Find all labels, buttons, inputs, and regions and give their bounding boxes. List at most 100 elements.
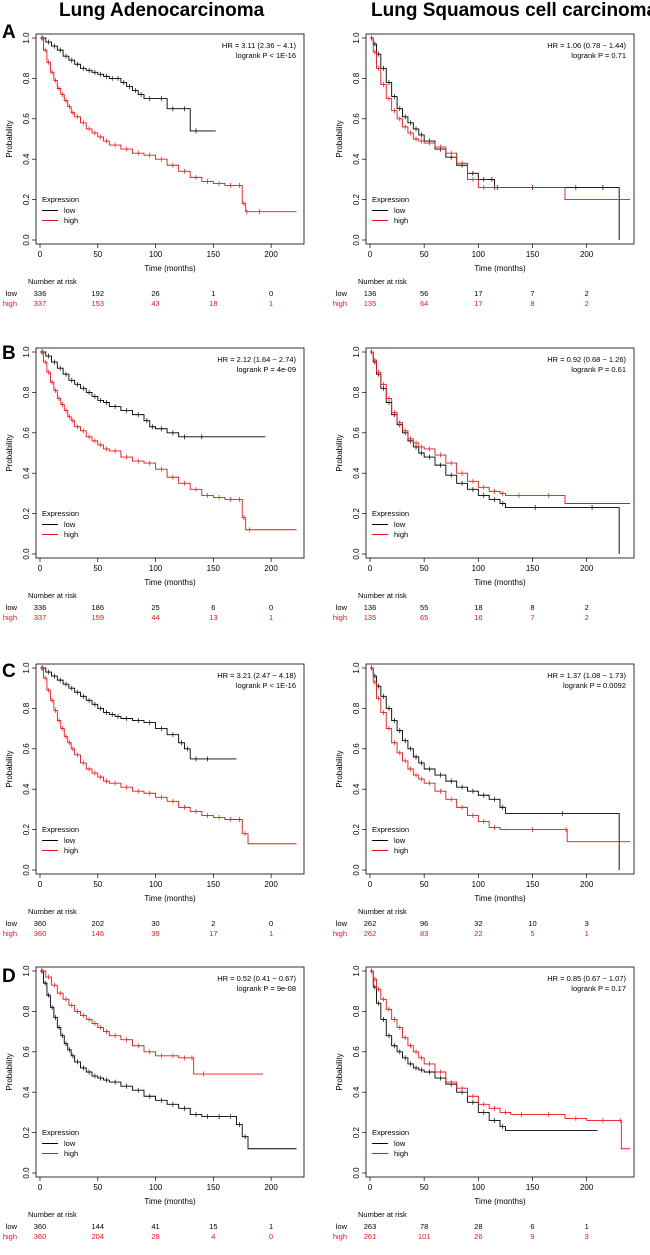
- risk-table-title: Number at risk: [358, 1210, 407, 1219]
- x-tick-label: 50: [93, 250, 102, 259]
- x-axis-label: Time (months): [474, 894, 526, 903]
- x-tick-label: 150: [526, 564, 540, 573]
- x-tick-label: 100: [149, 250, 163, 259]
- risk-count-low: 56: [420, 289, 428, 298]
- risk-count-high: 261: [364, 1232, 377, 1241]
- plot-frame: [35, 966, 305, 1178]
- x-tick-label: 150: [207, 564, 221, 573]
- risk-table-title: Number at risk: [358, 591, 407, 600]
- y-tick-label: 0.6: [22, 1046, 31, 1058]
- risk-count-high: 337: [34, 299, 47, 308]
- risk-count-low: 0: [269, 289, 273, 298]
- risk-count-low: 30: [151, 919, 159, 928]
- risk-count-high: 153: [92, 299, 105, 308]
- risk-count-high: 204: [92, 1232, 105, 1241]
- y-tick-label: 0.4: [352, 1086, 361, 1098]
- survival-curve-high: [40, 37, 297, 213]
- y-tick-label: 0.2: [352, 193, 361, 205]
- risk-count-high: 1: [269, 299, 273, 308]
- legend-label-high: high: [394, 530, 408, 539]
- legend-label-high: high: [64, 216, 78, 225]
- survival-curve-low: [40, 351, 266, 438]
- km-plot-a-adenocarcinoma: 0.0 0.2 0.4 0.6 0.8 1.0 Probability 0 50 100 150 20…: [3, 32, 305, 308]
- legend-label-high: high: [394, 216, 408, 225]
- risk-count-high: 5: [530, 929, 534, 938]
- risk-count-low: 6: [211, 603, 215, 612]
- x-axis-label: Time (months): [144, 894, 196, 903]
- y-tick-label: 0.8: [22, 1005, 31, 1017]
- y-axis-label: Probability: [335, 434, 344, 471]
- km-plot-b-squamous: 0.0 0.2 0.4 0.6 0.8 1.0 Probability 0 50 100 150 20…: [333, 346, 635, 622]
- risk-row-label-low: low: [336, 289, 348, 298]
- km-plot-d-squamous: 0.0 0.2 0.4 0.6 0.8 1.0 Probability 0 50 100 150 20…: [333, 965, 635, 1241]
- risk-count-low: 360: [34, 1222, 47, 1231]
- risk-count-low: 192: [92, 289, 105, 298]
- risk-count-low: 8: [530, 603, 534, 612]
- risk-count-high: 22: [474, 929, 482, 938]
- panel-label-c: C: [2, 661, 16, 682]
- x-tick-label: 0: [38, 250, 43, 259]
- y-tick-label: 0.2: [22, 1126, 31, 1138]
- hazard-ratio-label: HR = 0.92 (0.68 − 1.26): [547, 355, 626, 364]
- y-tick-label: 0.6: [22, 113, 31, 125]
- risk-count-high: 337: [34, 613, 47, 622]
- x-tick-label: 50: [93, 880, 102, 889]
- y-axis-label: Probability: [5, 750, 14, 787]
- y-axis-label: Probability: [335, 750, 344, 787]
- column-title-adenocarcinoma: Lung Adenocarcinoma: [59, 0, 265, 21]
- y-tick-label: 0.4: [352, 783, 361, 795]
- risk-row-label-high: high: [333, 613, 347, 622]
- risk-count-low: 32: [474, 919, 482, 928]
- y-tick-label: 0.2: [22, 507, 31, 519]
- risk-count-high: 4: [211, 1232, 215, 1241]
- x-tick-label: 50: [93, 564, 102, 573]
- x-tick-label: 50: [93, 1183, 102, 1192]
- y-tick-label: 0.0: [352, 864, 361, 876]
- x-axis-label: Time (months): [474, 264, 526, 273]
- risk-table-title: Number at risk: [28, 277, 77, 286]
- hazard-ratio-label: HR = 3.11 (2.36 − 4.1): [222, 41, 297, 50]
- risk-count-low: 6: [530, 1222, 534, 1231]
- risk-row-label-low: low: [6, 289, 18, 298]
- x-tick-label: 50: [420, 1183, 429, 1192]
- risk-count-high: 17: [209, 929, 217, 938]
- x-axis-label: Time (months): [144, 1197, 196, 1206]
- legend-label-low: low: [64, 836, 76, 845]
- risk-count-high: 3: [585, 1232, 589, 1241]
- plot-frame: [35, 347, 305, 559]
- x-tick-label: 200: [264, 250, 278, 259]
- y-tick-label: 0.4: [22, 783, 31, 795]
- risk-count-high: 7: [530, 613, 534, 622]
- risk-count-low: 136: [364, 289, 377, 298]
- legend-label-high: high: [394, 846, 408, 855]
- panel-label-a: A: [2, 22, 16, 43]
- y-tick-label: 0.0: [22, 864, 31, 876]
- y-tick-label: 0.6: [22, 427, 31, 439]
- y-tick-label: 0.6: [22, 743, 31, 755]
- risk-count-high: 101: [418, 1232, 431, 1241]
- risk-count-low: 262: [364, 919, 377, 928]
- risk-row-label-high: high: [333, 299, 347, 308]
- y-tick-label: 1.0: [22, 662, 31, 674]
- y-tick-label: 0.2: [352, 823, 361, 835]
- y-tick-label: 0.0: [22, 1167, 31, 1179]
- risk-count-high: 44: [151, 613, 159, 622]
- risk-count-high: 64: [420, 299, 428, 308]
- x-tick-label: 200: [580, 880, 594, 889]
- logrank-label: logrank P = 0.17: [571, 984, 626, 993]
- risk-count-low: 2: [211, 919, 215, 928]
- risk-count-high: 1: [269, 929, 273, 938]
- y-axis-label: Probability: [335, 1053, 344, 1090]
- survival-curve-high: [40, 970, 264, 1075]
- x-tick-label: 150: [207, 880, 221, 889]
- legend-label-low: low: [394, 836, 406, 845]
- legend-label-high: high: [64, 530, 78, 539]
- y-tick-label: 0.2: [22, 823, 31, 835]
- legend-label-high: high: [394, 1149, 408, 1158]
- x-tick-label: 100: [149, 880, 163, 889]
- risk-row-label-high: high: [3, 613, 17, 622]
- risk-count-low: 17: [474, 289, 482, 298]
- y-tick-label: 1.0: [22, 32, 31, 44]
- risk-count-low: 144: [92, 1222, 105, 1231]
- survival-curve-high: [370, 970, 630, 1150]
